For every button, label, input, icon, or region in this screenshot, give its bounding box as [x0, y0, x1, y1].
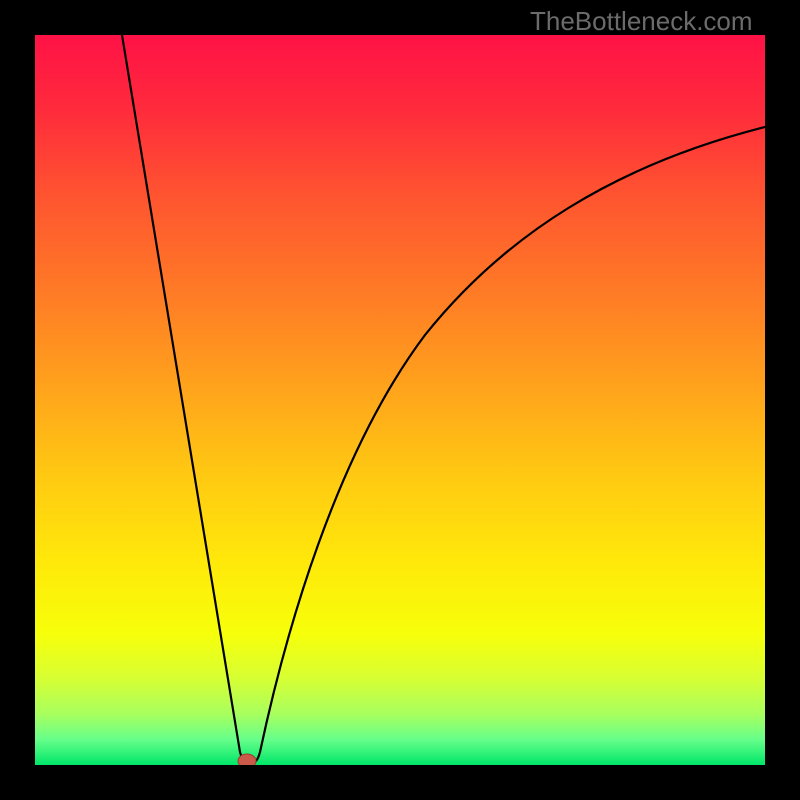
watermark-text: TheBottleneck.com — [530, 6, 753, 37]
gradient-background — [35, 35, 765, 765]
optimal-point-marker — [238, 754, 256, 765]
chart-frame: TheBottleneck.com — [0, 0, 800, 800]
plot-area — [35, 35, 765, 765]
bottleneck-curve-chart — [35, 35, 765, 765]
